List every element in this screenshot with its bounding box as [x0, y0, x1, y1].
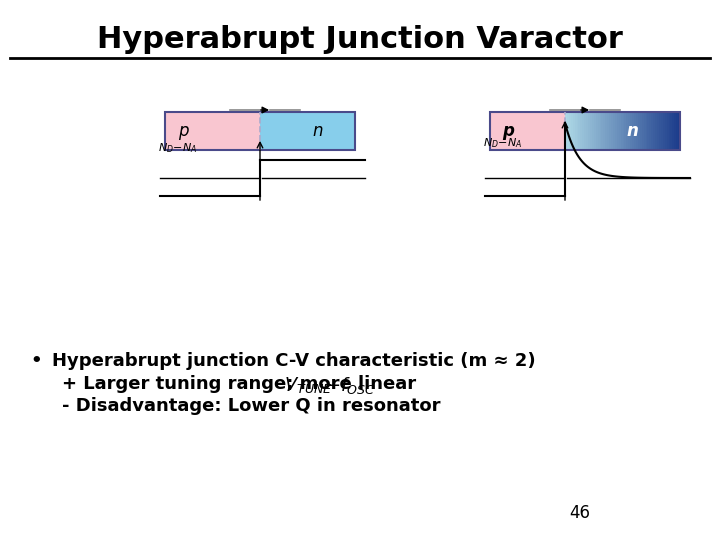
- Bar: [584, 112, 587, 150]
- Bar: [621, 112, 623, 150]
- Bar: [624, 112, 627, 150]
- Bar: [595, 112, 598, 150]
- Bar: [626, 112, 629, 150]
- Bar: [571, 112, 573, 150]
- Text: Hyperabrupt junction C-V characteristic (m ≈ 2): Hyperabrupt junction C-V characteristic …: [52, 352, 536, 370]
- Text: $V_{TUNE}$: $V_{TUNE}$: [284, 375, 333, 395]
- Bar: [165, 112, 355, 150]
- Bar: [594, 112, 596, 150]
- Bar: [676, 112, 678, 150]
- Bar: [600, 112, 602, 150]
- Text: Hyperabrupt Junction Varactor: Hyperabrupt Junction Varactor: [97, 25, 623, 54]
- Bar: [490, 112, 680, 150]
- Bar: [592, 112, 594, 150]
- Bar: [575, 112, 577, 150]
- Bar: [652, 112, 654, 150]
- Text: $N_D\!-\!N_A$: $N_D\!-\!N_A$: [158, 141, 198, 155]
- Bar: [638, 112, 640, 150]
- Text: n: n: [312, 122, 323, 140]
- Bar: [607, 112, 610, 150]
- Text: $N_D\!-\!N_A$: $N_D\!-\!N_A$: [483, 136, 523, 150]
- Text: 46: 46: [570, 504, 590, 522]
- Bar: [630, 112, 633, 150]
- Bar: [647, 112, 650, 150]
- Bar: [674, 112, 677, 150]
- Bar: [670, 112, 672, 150]
- Bar: [615, 112, 617, 150]
- Bar: [678, 112, 680, 150]
- Bar: [655, 112, 657, 150]
- Bar: [618, 112, 621, 150]
- Bar: [640, 112, 642, 150]
- Bar: [165, 112, 260, 150]
- Bar: [661, 112, 663, 150]
- Bar: [668, 112, 671, 150]
- Bar: [260, 112, 355, 150]
- Text: p: p: [178, 122, 188, 140]
- Bar: [580, 112, 582, 150]
- Bar: [490, 112, 565, 150]
- Text: p: p: [502, 122, 514, 140]
- Text: •: •: [30, 352, 42, 370]
- Bar: [657, 112, 660, 150]
- Bar: [582, 112, 585, 150]
- Bar: [588, 112, 590, 150]
- Bar: [617, 112, 619, 150]
- Bar: [590, 112, 593, 150]
- Bar: [665, 112, 667, 150]
- Bar: [611, 112, 613, 150]
- Text: - Disadvantage: Lower Q in resonator: - Disadvantage: Lower Q in resonator: [62, 397, 441, 415]
- Text: $-f_{OSC}$: $-f_{OSC}$: [325, 375, 375, 396]
- Bar: [636, 112, 639, 150]
- Bar: [629, 112, 631, 150]
- Bar: [662, 112, 665, 150]
- Bar: [659, 112, 662, 150]
- Bar: [565, 112, 567, 150]
- Bar: [609, 112, 611, 150]
- Bar: [644, 112, 646, 150]
- Bar: [632, 112, 634, 150]
- Bar: [606, 112, 608, 150]
- Bar: [598, 112, 600, 150]
- Text: n: n: [626, 122, 639, 140]
- Bar: [634, 112, 636, 150]
- Text: + Larger tuning range; more linear: + Larger tuning range; more linear: [62, 375, 423, 393]
- Bar: [603, 112, 606, 150]
- Bar: [577, 112, 579, 150]
- Bar: [642, 112, 644, 150]
- Bar: [578, 112, 581, 150]
- Bar: [601, 112, 604, 150]
- Bar: [572, 112, 575, 150]
- Bar: [569, 112, 571, 150]
- Bar: [613, 112, 616, 150]
- Bar: [586, 112, 588, 150]
- Bar: [623, 112, 625, 150]
- Bar: [646, 112, 648, 150]
- Bar: [567, 112, 570, 150]
- Bar: [649, 112, 652, 150]
- Bar: [672, 112, 675, 150]
- Bar: [653, 112, 656, 150]
- Bar: [667, 112, 669, 150]
